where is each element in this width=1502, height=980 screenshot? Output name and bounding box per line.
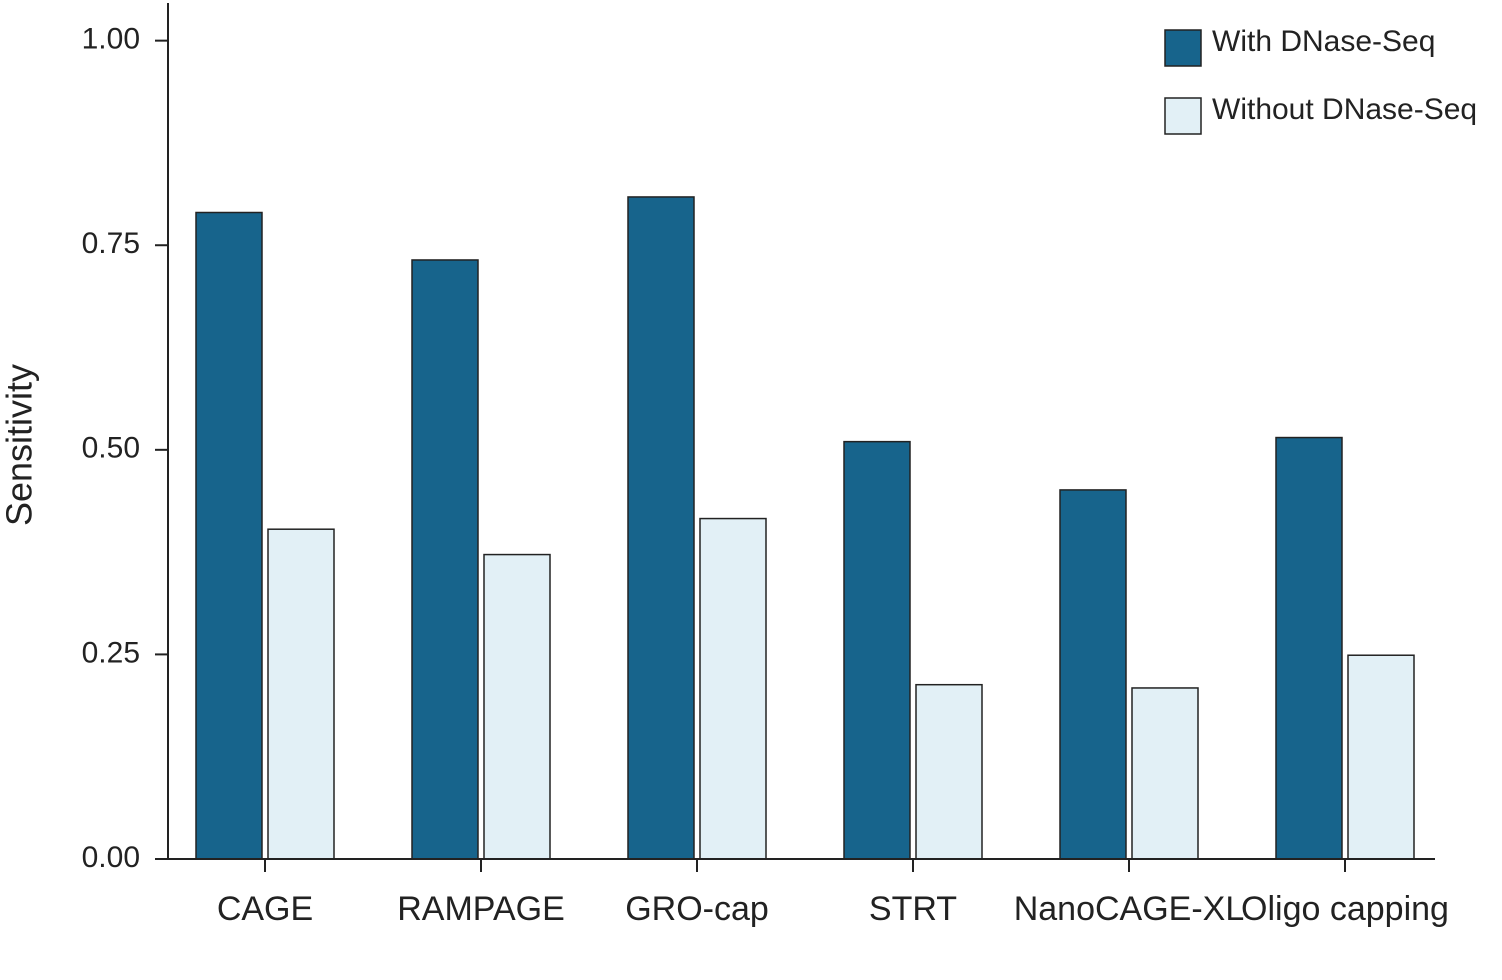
x-tick-label: STRT: [869, 890, 957, 928]
bar: [195, 211, 263, 860]
y-axis-label: Sensitivity: [0, 364, 40, 526]
y-tick-label: 0.00: [82, 841, 140, 874]
y-tick-label: 0.75: [82, 227, 140, 260]
x-tick-label: Oligo capping: [1241, 890, 1449, 928]
y-tick-label: 1.00: [82, 23, 140, 56]
bar: [1131, 687, 1199, 860]
bar: [1347, 654, 1415, 860]
bar: [411, 259, 479, 860]
bar: [267, 528, 335, 860]
bar: [843, 440, 911, 860]
x-tick-label: NanoCAGE-XL: [1014, 890, 1245, 928]
x-tick-label: GRO-cap: [625, 890, 769, 928]
x-tick-label: CAGE: [217, 890, 313, 928]
legend-swatch: [1164, 97, 1202, 135]
bar: [1059, 489, 1127, 860]
legend-label: Without DNase-Seq: [1212, 93, 1477, 126]
bar: [915, 683, 983, 860]
y-tick-label: 0.25: [82, 636, 140, 669]
bar: [483, 553, 551, 860]
y-tick-label: 0.50: [82, 432, 140, 465]
legend-swatch: [1164, 29, 1202, 67]
bar: [699, 517, 767, 860]
bar: [627, 196, 695, 860]
bar: [1275, 436, 1343, 860]
legend-label: With DNase-Seq: [1212, 25, 1435, 58]
x-tick-label: RAMPAGE: [397, 890, 565, 928]
